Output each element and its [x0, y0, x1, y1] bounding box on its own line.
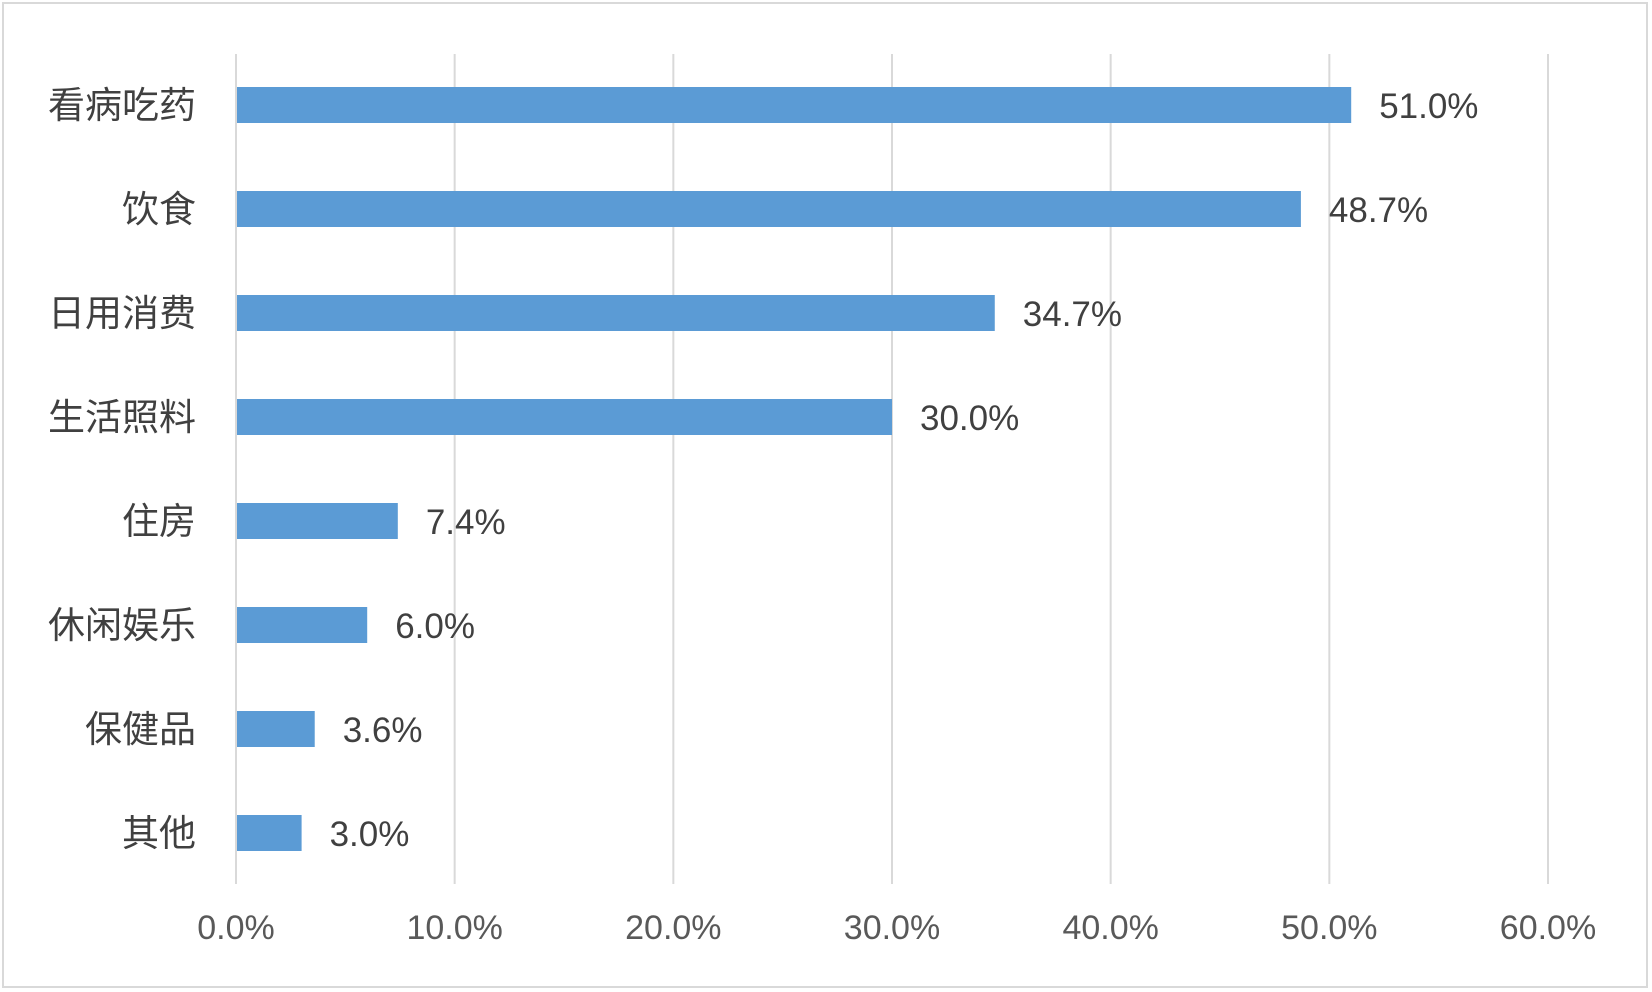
x-tick-label: 30.0%	[844, 909, 940, 947]
bar	[237, 815, 302, 851]
category-label: 生活照料	[48, 396, 196, 439]
data-label: 3.0%	[330, 815, 410, 854]
data-label: 51.0%	[1379, 87, 1478, 126]
data-label: 6.0%	[395, 607, 475, 646]
bar	[237, 607, 368, 643]
category-label: 保健品	[85, 708, 196, 751]
data-label: 7.4%	[426, 503, 506, 542]
x-tick-label: 40.0%	[1062, 909, 1158, 947]
bar	[237, 399, 892, 435]
bar	[237, 711, 315, 747]
x-tick-label: 20.0%	[625, 909, 721, 947]
category-label: 住房	[122, 500, 196, 543]
bar	[237, 191, 1301, 227]
category-label: 其他	[122, 812, 196, 855]
data-label: 48.7%	[1329, 191, 1428, 230]
x-tick-label: 50.0%	[1281, 909, 1377, 947]
x-tick-label: 10.0%	[406, 909, 502, 947]
data-label: 30.0%	[920, 399, 1019, 438]
bar	[237, 503, 398, 539]
category-label: 饮食	[122, 188, 196, 231]
data-label: 3.6%	[343, 711, 423, 750]
bar-chart: 0.0% 10.0% 20.0% 30.0% 40.0% 50.0% 60.0% 看病吃药 51…	[48, 54, 1596, 947]
x-tick-label: 0.0%	[197, 909, 275, 947]
category-label: 看病吃药	[48, 84, 196, 127]
category-label: 日用消费	[48, 292, 196, 335]
x-tick-label: 60.0%	[1500, 909, 1596, 947]
bar	[237, 295, 995, 331]
category-label: 休闲娱乐	[48, 604, 196, 647]
bar	[237, 87, 1352, 123]
data-label: 34.7%	[1023, 295, 1122, 334]
